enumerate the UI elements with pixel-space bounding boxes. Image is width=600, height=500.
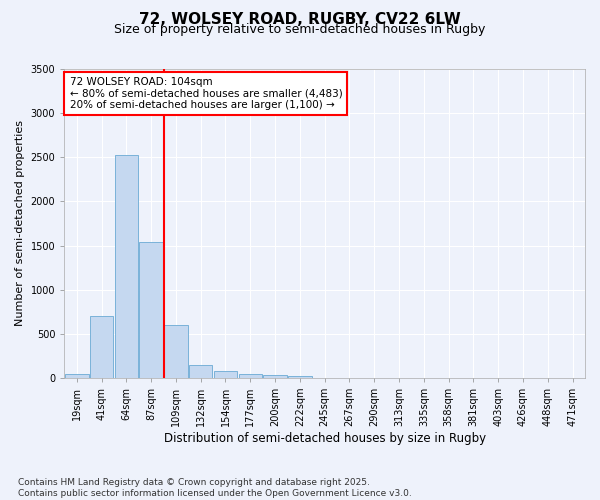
Bar [164, 325, 188, 378]
Bar [214, 372, 237, 378]
Text: 72 WOLSEY ROAD: 104sqm
← 80% of semi-detached houses are smaller (4,483)
20% of : 72 WOLSEY ROAD: 104sqm ← 80% of semi-det… [70, 76, 342, 110]
Y-axis label: Number of semi-detached properties: Number of semi-detached properties [15, 120, 25, 326]
X-axis label: Distribution of semi-detached houses by size in Rugby: Distribution of semi-detached houses by … [164, 432, 486, 445]
Bar [189, 364, 212, 378]
Bar [139, 242, 163, 378]
Text: 72, WOLSEY ROAD, RUGBY, CV22 6LW: 72, WOLSEY ROAD, RUGBY, CV22 6LW [139, 12, 461, 28]
Bar [239, 374, 262, 378]
Bar [65, 374, 89, 378]
Text: Size of property relative to semi-detached houses in Rugby: Size of property relative to semi-detach… [115, 22, 485, 36]
Bar [288, 376, 311, 378]
Bar [115, 154, 138, 378]
Text: Contains HM Land Registry data © Crown copyright and database right 2025.
Contai: Contains HM Land Registry data © Crown c… [18, 478, 412, 498]
Bar [263, 376, 287, 378]
Bar [90, 316, 113, 378]
